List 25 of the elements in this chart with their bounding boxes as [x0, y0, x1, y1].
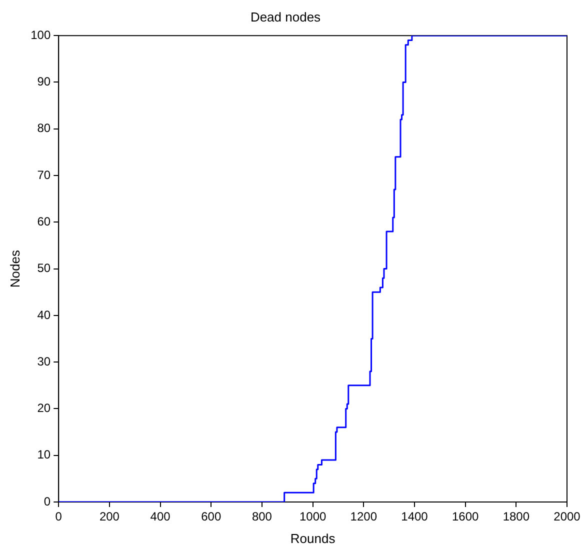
x-tick-label: 1800	[502, 510, 530, 524]
y-axis-title: Nodes	[7, 250, 22, 288]
x-tick-label: 1000	[299, 510, 326, 524]
y-tick-label: 40	[37, 308, 51, 322]
x-axis-title: Rounds	[290, 530, 336, 546]
x-tick-label: 1600	[452, 510, 479, 524]
chart-title: Dead nodes	[250, 9, 322, 24]
x-tick-label: 1400	[401, 510, 428, 524]
y-tick-label: 60	[37, 214, 51, 228]
x-tick-label: 1200	[350, 510, 378, 524]
y-tick-label: 90	[37, 74, 51, 89]
y-tick-label: 10	[37, 448, 51, 462]
x-tick-label: 800	[252, 510, 272, 524]
y-tick-label: 0	[44, 494, 51, 508]
y-tick-label: 70	[37, 168, 51, 182]
y-tick-label: 80	[37, 121, 51, 136]
x-tick-label: 200	[99, 510, 120, 524]
y-tick-label: 20	[37, 401, 51, 416]
y-tick-label: 30	[37, 354, 51, 368]
x-tick-label: 400	[150, 510, 171, 524]
x-tick-label: 600	[201, 510, 222, 524]
x-tick-label: 0	[55, 510, 62, 524]
x-tick-label: 2000	[554, 510, 581, 524]
y-tick-label: 50	[37, 261, 51, 276]
y-tick-label: 100	[30, 28, 51, 42]
